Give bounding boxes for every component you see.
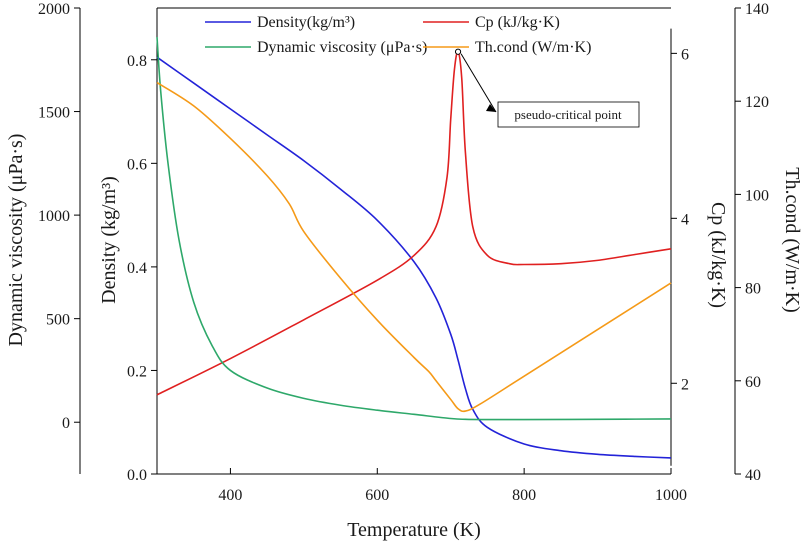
annotation-arrow-head xyxy=(486,104,496,112)
x-tick-label: 800 xyxy=(512,487,536,504)
x-tick-label: 400 xyxy=(218,487,242,504)
tcond-tick-label: 120 xyxy=(745,94,769,111)
visc-tick-label: 1000 xyxy=(38,208,70,225)
legend-label: Dynamic viscosity (μPa·s) xyxy=(257,39,427,56)
dens-tick-label: 0.2 xyxy=(127,363,147,380)
cp-axis-title: Cp (kJ/kg·K) xyxy=(707,202,729,308)
tcond-tick-label: 80 xyxy=(745,281,761,298)
annotation-arrow-line xyxy=(460,53,497,113)
tcond-axis-title: Th.cond (W/m·K) xyxy=(781,167,803,313)
tcond-tick-label: 60 xyxy=(745,374,761,391)
annotation-layer: pseudo-critical point xyxy=(454,48,640,128)
x-tick-label: 600 xyxy=(365,487,389,504)
visc-axis-title: Dynamic viscosity (μPa·s) xyxy=(5,134,27,347)
tcond-tick-label: 140 xyxy=(745,1,769,18)
x-axis-title: Temperature (K) xyxy=(347,519,481,541)
visc-tick-label: 500 xyxy=(46,312,70,329)
annotation-label: pseudo-critical point xyxy=(514,107,622,122)
tcond-tick-label: 40 xyxy=(745,467,761,484)
legend-label: Density(kg/m³) xyxy=(257,14,355,31)
legend-label: Cp (kJ/kg·K) xyxy=(475,14,560,31)
series-layer xyxy=(156,36,672,459)
dens-axis-title: Density (kg/m³) xyxy=(98,176,120,304)
cp-tick-label: 4 xyxy=(681,211,689,228)
annotation-box xyxy=(497,101,640,128)
thermal-conductivity-line xyxy=(156,81,672,413)
density-line xyxy=(156,56,672,459)
cp-tick-label: 2 xyxy=(681,376,689,393)
legend-label: Th.cond (W/m·K) xyxy=(475,39,591,56)
dens-tick-label: 0.6 xyxy=(127,156,147,173)
x-tick-label: 1000 xyxy=(655,487,687,504)
dens-tick-label: 0.4 xyxy=(127,260,147,277)
cp-tick-label: 6 xyxy=(681,46,689,63)
visc-tick-label: 1500 xyxy=(38,105,70,122)
axes-layer: 400 600 800 1000 Temperature (K) 0 500 1000 1500… xyxy=(5,1,803,541)
visc-tick-label: 0 xyxy=(62,415,70,432)
viscosity-line xyxy=(156,36,672,421)
dens-tick-label: 0.8 xyxy=(127,53,147,70)
visc-tick-label: 2000 xyxy=(38,1,70,18)
dens-tick-label: 0.0 xyxy=(127,467,147,484)
legend: Density(kg/m³) Cp (kJ/kg·K) Dynamic viscos… xyxy=(205,14,591,56)
pseudo-critical-marker xyxy=(454,48,462,55)
tcond-tick-label: 100 xyxy=(745,187,769,204)
